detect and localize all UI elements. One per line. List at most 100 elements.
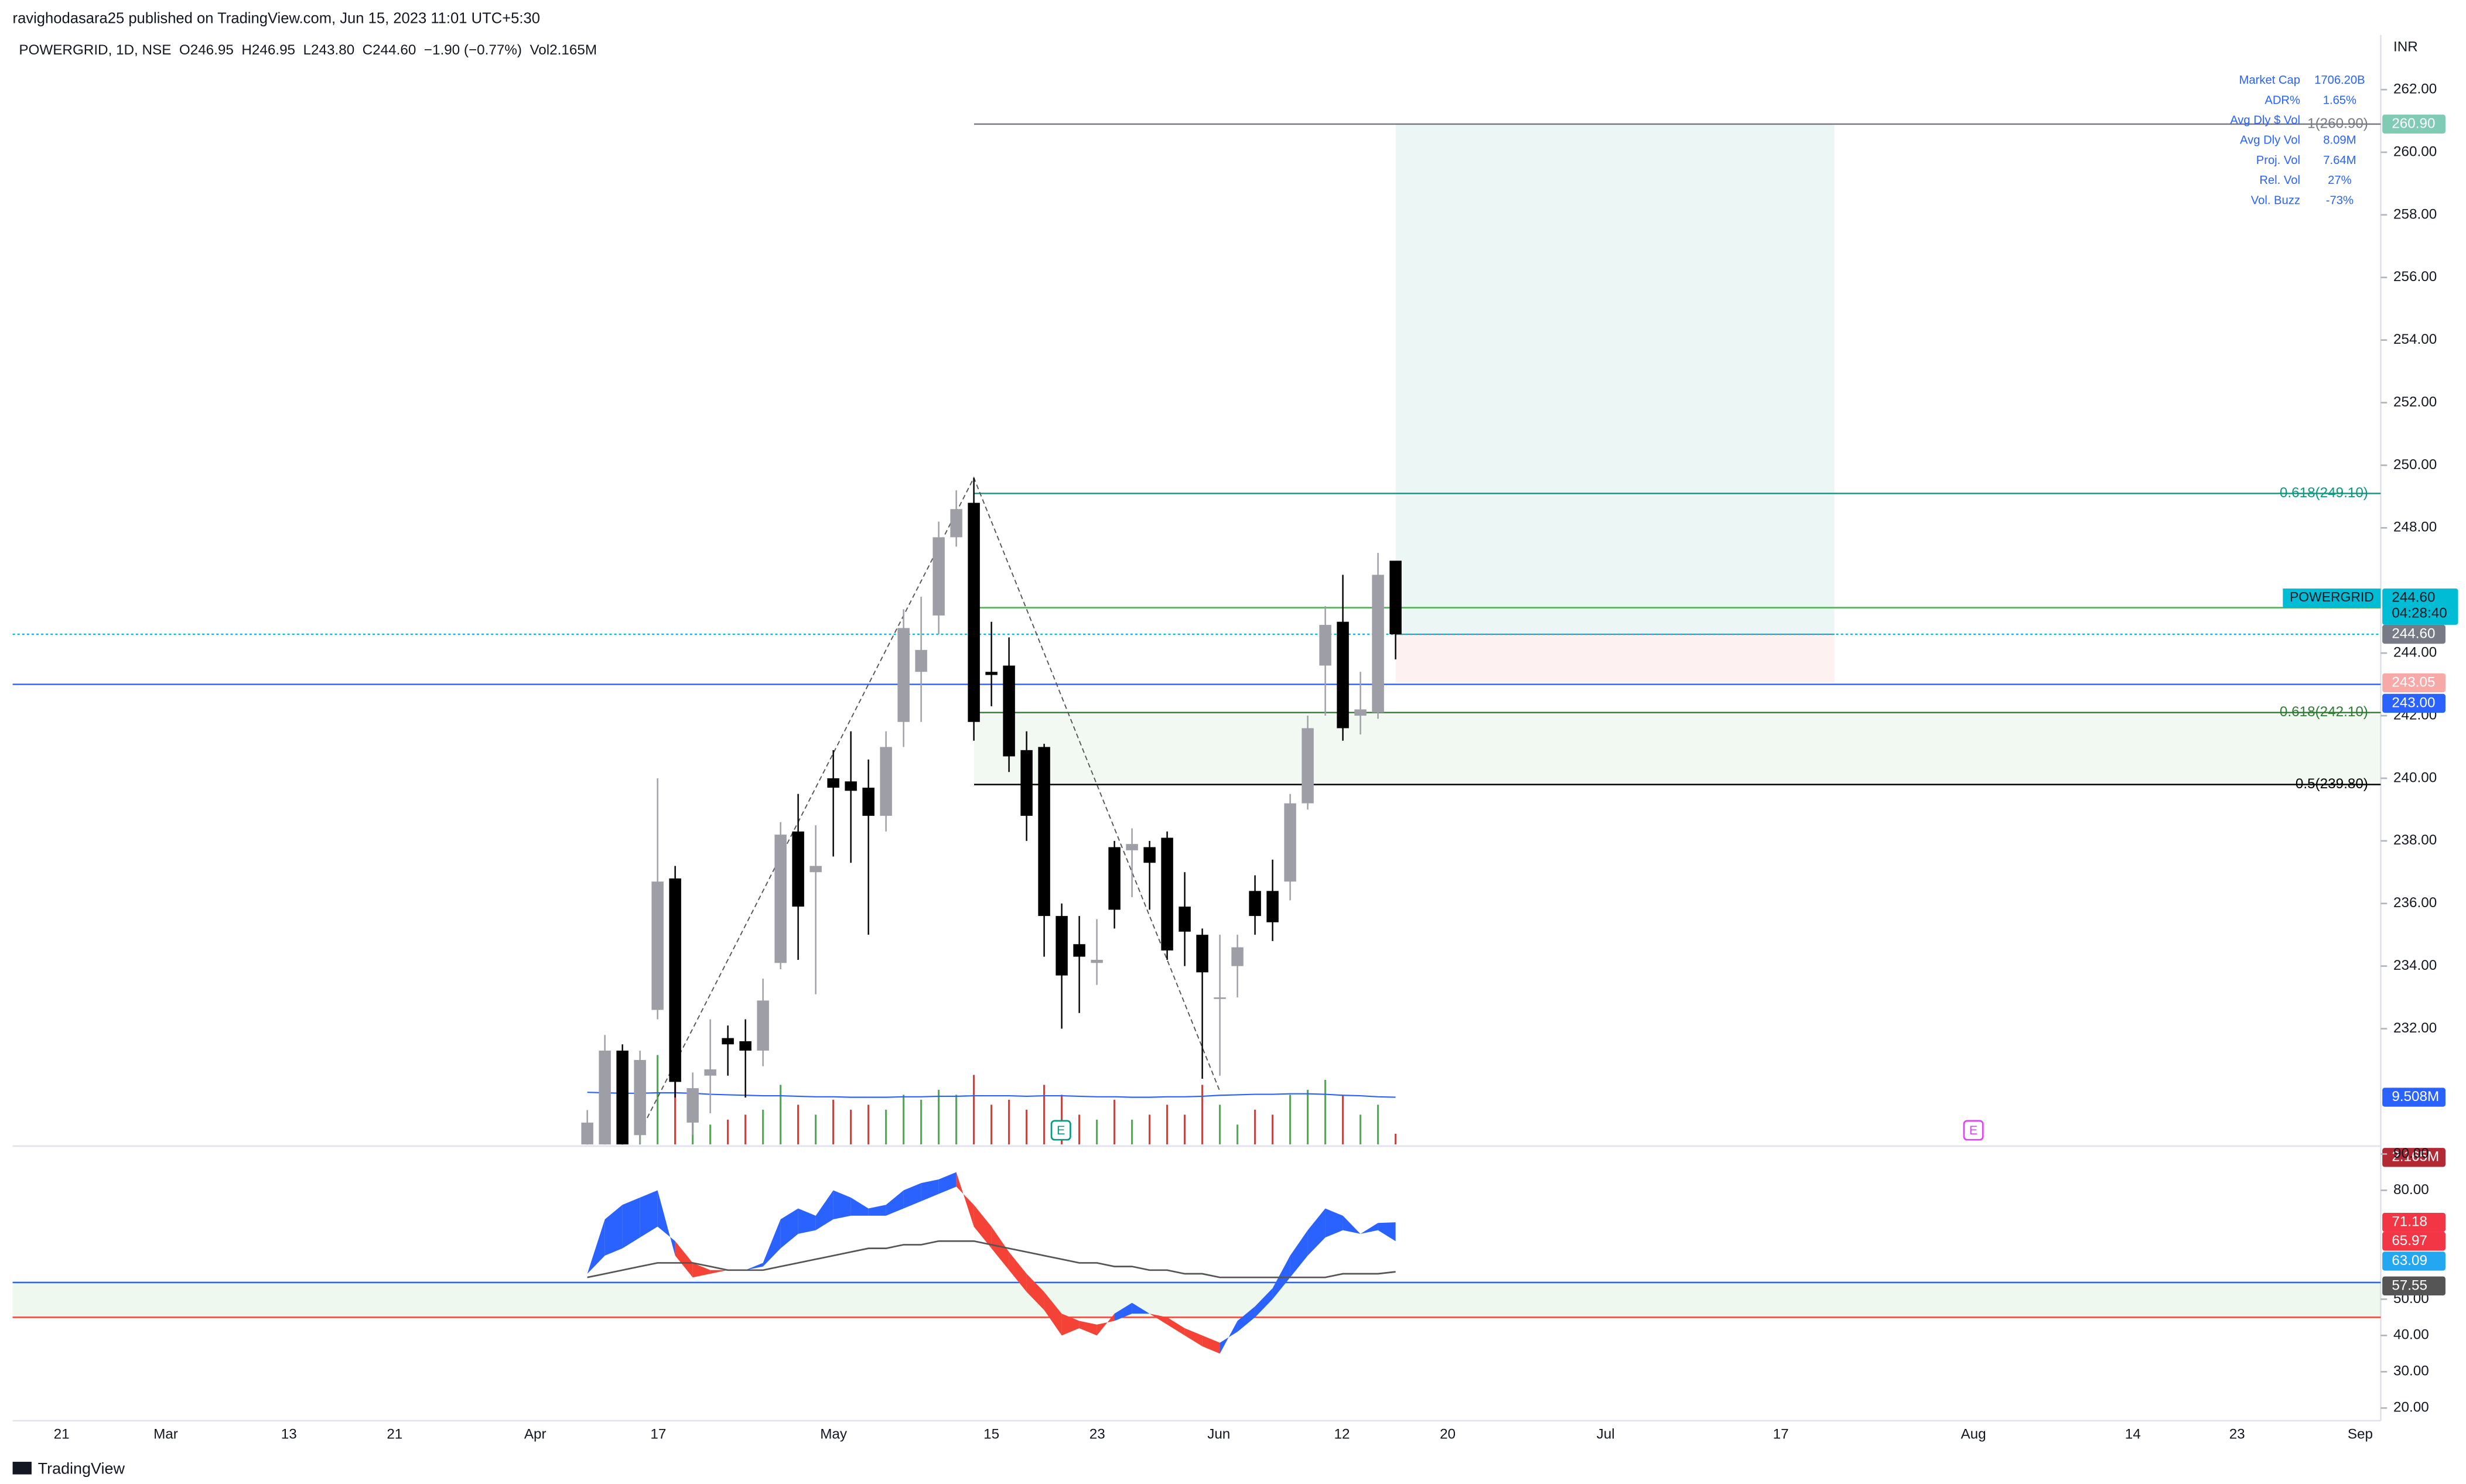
volume-bar bbox=[1043, 1085, 1046, 1145]
target-zone bbox=[1395, 124, 1835, 635]
volume-ma bbox=[587, 1092, 1396, 1098]
x-tick-label: 13 bbox=[281, 1427, 297, 1442]
x-tick-label: 23 bbox=[2229, 1427, 2245, 1442]
volume-bar bbox=[1078, 1114, 1081, 1145]
indicator-band bbox=[1378, 1222, 1396, 1242]
indicator-band bbox=[833, 1190, 851, 1220]
x-tick-label: Aug bbox=[1961, 1427, 1986, 1442]
candle-body bbox=[933, 537, 945, 616]
candle-body bbox=[1108, 847, 1121, 910]
x-tick-label: Sep bbox=[2348, 1427, 2373, 1442]
countdown: 04:28:40 bbox=[2392, 605, 2447, 621]
indicator-band bbox=[1184, 1328, 1203, 1346]
candle-body bbox=[1231, 947, 1244, 966]
indicator-band bbox=[1009, 1252, 1027, 1292]
fib-label: 0.618(242.10) bbox=[2280, 704, 2368, 720]
y-tick-label: 250.00 bbox=[2393, 457, 2437, 473]
indicator-band bbox=[1114, 1302, 1132, 1321]
indicator-band bbox=[974, 1205, 992, 1249]
indicator-band bbox=[798, 1208, 816, 1234]
y-tick-label: 256.00 bbox=[2393, 269, 2437, 285]
y-tick-label: 240.00 bbox=[2393, 770, 2437, 785]
volume-bar bbox=[727, 1119, 729, 1145]
volume-bar bbox=[744, 1114, 747, 1145]
info-value: 27% bbox=[2328, 174, 2351, 187]
x-tick-label: 20 bbox=[1440, 1427, 1456, 1442]
volume-bar bbox=[1218, 1105, 1221, 1145]
volume-bar bbox=[1095, 1119, 1098, 1145]
price-badge-label: 260.90 bbox=[2392, 115, 2435, 131]
volume-bar bbox=[1254, 1109, 1256, 1145]
y-tick-label: 260.00 bbox=[2393, 143, 2437, 159]
indicator-band bbox=[1307, 1208, 1326, 1256]
volume-bar bbox=[1236, 1124, 1239, 1145]
indicator-badge-label: 63.09 bbox=[2392, 1253, 2427, 1268]
volume-badge-label: 2.165M bbox=[2392, 1149, 2439, 1165]
candle-body bbox=[915, 649, 927, 672]
indicator-band bbox=[938, 1172, 957, 1194]
candle-body bbox=[792, 831, 804, 907]
x-tick-label: 21 bbox=[387, 1427, 402, 1442]
candle-body bbox=[616, 1050, 629, 1145]
volume-bar bbox=[1130, 1119, 1133, 1145]
volume-badge bbox=[2382, 1088, 2445, 1107]
fib-label: 0.618(249.10) bbox=[2280, 485, 2368, 501]
y-tick-label: 232.00 bbox=[2393, 1020, 2437, 1036]
volume-bar bbox=[1201, 1085, 1204, 1145]
candle-body bbox=[581, 1122, 593, 1145]
volume-bar bbox=[1324, 1079, 1327, 1145]
volume-bar bbox=[1060, 1095, 1063, 1145]
info-label: Proj. Vol bbox=[2256, 154, 2300, 167]
indicator-band bbox=[1132, 1302, 1150, 1314]
indicator-band bbox=[692, 1263, 711, 1278]
indicator-band bbox=[1079, 1321, 1097, 1336]
y-tick-label: 80.00 bbox=[2393, 1182, 2429, 1198]
indicator-band bbox=[868, 1205, 886, 1216]
currency: INR bbox=[2393, 39, 2418, 54]
volume-bar bbox=[762, 1109, 764, 1145]
y-tick-label: 40.00 bbox=[2393, 1327, 2429, 1343]
price-badge-label: 243.05 bbox=[2392, 674, 2435, 690]
candle-body bbox=[1372, 575, 1384, 713]
volume-badge bbox=[2382, 1148, 2445, 1167]
indicator-band bbox=[956, 1172, 974, 1227]
x-tick-label: Apr bbox=[524, 1427, 547, 1442]
volume-bar bbox=[674, 1075, 677, 1145]
price-badge-label: 244.60 bbox=[2392, 625, 2435, 641]
x-tick-label: Jul bbox=[1597, 1427, 1615, 1442]
x-tick-label: 17 bbox=[650, 1427, 666, 1442]
y-tick-label: 30.00 bbox=[2393, 1363, 2429, 1379]
volume-badge-label: 9.508M bbox=[2392, 1089, 2439, 1105]
indicator-band bbox=[886, 1190, 904, 1216]
info-label: Avg Dly $ Vol bbox=[2230, 114, 2300, 126]
candle-body bbox=[1266, 891, 1279, 922]
indicator-band bbox=[1237, 1306, 1255, 1332]
volume-bar bbox=[1113, 1099, 1116, 1145]
candle-body bbox=[634, 1059, 646, 1136]
volume-bar bbox=[1394, 1133, 1397, 1145]
indicator-band bbox=[1325, 1208, 1343, 1238]
earnings-label: E bbox=[1057, 1123, 1065, 1137]
indicator-band bbox=[1255, 1288, 1273, 1318]
y-tick-label: 234.00 bbox=[2393, 958, 2437, 973]
info-label: Market Cap bbox=[2239, 74, 2300, 87]
x-tick-label: 15 bbox=[983, 1427, 999, 1442]
volume-bar bbox=[780, 1085, 782, 1145]
candle-body bbox=[1003, 665, 1015, 757]
volume-bar bbox=[832, 1099, 835, 1145]
volume-bar bbox=[1377, 1105, 1379, 1145]
volume-bar bbox=[849, 1109, 852, 1145]
price-badge bbox=[2382, 588, 2458, 625]
candle-body bbox=[1302, 728, 1314, 803]
info-value: 8.09M bbox=[2323, 134, 2356, 147]
y-tick-label: 262.00 bbox=[2393, 81, 2437, 97]
candle-body bbox=[1056, 916, 1068, 976]
candle-body bbox=[845, 781, 857, 791]
candle-body bbox=[827, 778, 839, 788]
indicator-band bbox=[604, 1205, 623, 1256]
volume-bar bbox=[1289, 1095, 1292, 1145]
volume-bar bbox=[1341, 1095, 1344, 1145]
indicator-band bbox=[991, 1226, 1009, 1270]
x-tick-label: May bbox=[820, 1427, 848, 1442]
